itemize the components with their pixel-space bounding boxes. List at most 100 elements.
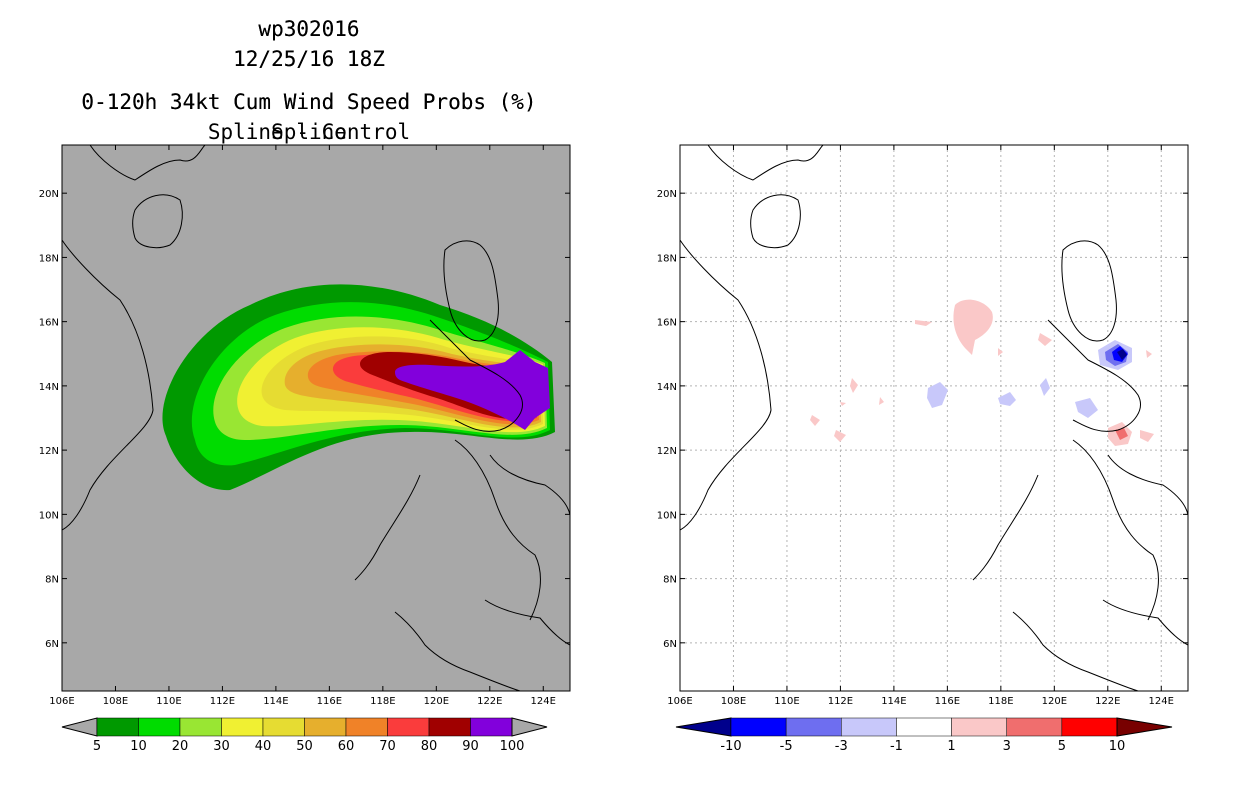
colorbar-swatch [345,717,388,737]
colorbar-label: 30 [213,739,230,754]
colorbar-swatch [428,717,471,737]
difference-contours [810,299,1154,446]
colorbar-min-triangle [61,717,98,737]
x-tick-label: 114E [263,696,288,707]
colorbar-swatch [221,717,264,737]
x-tick-label: 124E [531,696,556,707]
colorbar-label: 90 [462,739,479,754]
diff-negative-blob [927,382,948,408]
diff-positive-blob [834,430,846,442]
right-map-frame [679,144,1189,692]
colorbar-min-triangle [675,717,732,737]
colorbar-label: 60 [338,739,355,754]
diff-positive-blob [840,402,846,406]
diff-positive-blob [879,397,884,405]
colorbar-label: -3 [835,739,848,754]
right-date: 12/25/16 18Z [233,47,385,71]
colorbar-swatch [1006,717,1063,737]
y-tick-label: 14N [39,382,59,393]
colorbar-swatch [304,717,347,737]
y-tick-label: 12N [39,446,59,457]
diff-positive-blob [850,378,858,393]
right-map-panel: 106E 108E 110E 112E 114E 116E 118E 120E 122E 124E… [657,144,1189,754]
x-tick-label: 120E [424,696,449,707]
diff-negative-blob [1040,378,1050,396]
y-tick-label: 16N [657,318,677,329]
colorbar-label: 80 [421,739,438,754]
left-subtitle: Spline [271,120,347,144]
colorbar-label: -5 [780,739,793,754]
right-subtitle: Spline - Control [207,120,411,144]
y-tick-label: 8N [45,575,59,586]
diff-positive-blob [953,299,993,355]
colorbar-swatch [96,717,139,737]
x-tick-label: 110E [774,696,799,707]
x-tick-label: 122E [1095,696,1120,707]
x-tick-label: 124E [1149,696,1174,707]
colorbar-label: 50 [296,739,313,754]
y-tick-label: 8N [663,575,677,586]
right-axis-ticks: 106E 108E 110E 112E 114E 116E 118E 120E 122E 124E… [657,145,1188,707]
right-storm-id: wp302016 [258,17,360,41]
diff-negative-core [1117,349,1127,360]
x-tick-label: 106E [49,696,74,707]
colorbar-label: -1 [890,739,903,754]
y-tick-label: 10N [39,510,59,521]
colorbar-label: 5 [1058,739,1066,754]
colorbar-label: 1 [947,739,955,754]
left-colorbar: 5 10 20 30 40 50 60 70 80 90 100 [61,717,548,754]
colorbar-swatch [262,717,305,737]
x-tick-label: 116E [317,696,342,707]
left-axis-ticks: 106E 108E 110E 112E 114E 116E 118E 120E 122E 124E… [39,145,570,707]
x-tick-label: 108E [103,696,128,707]
y-tick-label: 6N [663,639,677,650]
colorbar-swatch [730,717,787,737]
diff-positive-blob [810,415,820,426]
left-date: 12/25/16 18Z [233,47,385,71]
diff-positive-core [1115,428,1128,440]
right-coastlines [680,145,1188,691]
colorbar-label: 100 [500,739,525,754]
x-tick-label: 112E [828,696,853,707]
left-coastlines [62,145,570,691]
right-title: 0-120h 34kt Cum Wind Speed Probs (%) [81,90,537,114]
right-gridlines [680,145,1188,691]
colorbar-label: -10 [720,739,741,754]
x-tick-label: 112E [210,696,235,707]
colorbar-label: 70 [379,739,396,754]
left-map-frame [61,144,571,692]
colorbar-label: 40 [255,739,272,754]
colorbar-label: 20 [172,739,189,754]
x-tick-label: 106E [667,696,692,707]
left-storm-id: wp302016 [258,17,360,41]
x-tick-label: 120E [1042,696,1067,707]
x-tick-label: 110E [156,696,181,707]
colorbar-swatch [841,717,897,737]
colorbar-max-triangle [1116,717,1173,737]
diff-positive-blob [1038,333,1052,346]
right-map-background [680,145,1188,691]
colorbar-swatch [179,717,222,737]
x-tick-label: 116E [935,696,960,707]
colorbar-swatch [138,717,181,737]
y-tick-label: 18N [657,253,677,264]
left-map-panel: 106E 108E 110E 112E 114E 116E 118E 120E 122E 124E… [39,144,571,754]
colorbar-label: 10 [1109,739,1126,754]
left-title: 0-120h 34kt Cum Wind Speed Probs (%) [81,90,537,114]
y-tick-label: 20N [39,189,59,200]
y-tick-label: 20N [657,189,677,200]
y-tick-label: 14N [657,382,677,393]
colorbar-max-triangle [511,717,548,737]
y-tick-label: 12N [657,446,677,457]
diff-negative-blob [1075,398,1098,418]
y-tick-label: 6N [45,639,59,650]
diff-positive-blob [998,348,1003,356]
y-tick-label: 10N [657,510,677,521]
diff-positive-blob [1146,350,1152,358]
x-tick-label: 114E [881,696,906,707]
colorbar-label: 5 [93,739,101,754]
colorbar-swatch [1061,717,1118,737]
colorbar-swatch [785,717,842,737]
prob-band-90 [395,350,550,430]
